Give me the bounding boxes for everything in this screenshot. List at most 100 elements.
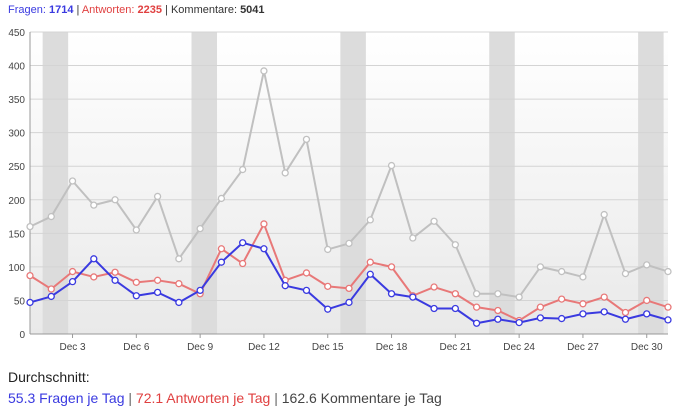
- comments-label: Kommentare:: [170, 4, 237, 16]
- questions-data-point: [345, 298, 353, 307]
- answers-data-point: [68, 267, 77, 276]
- comments-data-point: [132, 226, 140, 234]
- questions-data-point: [387, 290, 396, 298]
- comments-data-point: [515, 293, 523, 301]
- questions-data-point: [451, 304, 459, 313]
- comments-data-point: [643, 261, 651, 269]
- answers-data-point: [366, 258, 374, 266]
- avg-separator: |: [274, 390, 278, 406]
- answers-data-point: [430, 283, 438, 291]
- answers-data-point: [494, 306, 502, 315]
- questions-data-point: [536, 314, 545, 322]
- comments-data-point: [366, 216, 374, 224]
- comments-data-point: [26, 222, 34, 231]
- answers-data-point: [558, 295, 566, 303]
- x-tick-label: Dec 12: [248, 342, 280, 353]
- comments-data-point: [430, 217, 438, 225]
- questions-data-point: [217, 258, 226, 266]
- answers-data-point: [643, 296, 651, 305]
- comments-data-point: [621, 269, 630, 278]
- questions-data-point: [153, 288, 162, 297]
- y-tick-label: 100: [8, 263, 25, 274]
- weekend-band: [638, 32, 664, 334]
- questions-data-point: [196, 286, 204, 295]
- weekend-band: [42, 32, 69, 334]
- x-tick-label: Dec 15: [312, 342, 344, 353]
- questions-label: Fragen:: [8, 4, 46, 16]
- answers-data-point: [26, 271, 34, 280]
- comments-data-point: [302, 135, 311, 144]
- averages-line: 55.3 Fragen je Tag | 72.1 Antworten je T…: [8, 390, 442, 406]
- questions-data-point: [68, 278, 77, 286]
- comments-data-point: [558, 267, 566, 276]
- y-tick-label: 400: [8, 62, 25, 73]
- x-tick-label: Dec 30: [631, 342, 663, 353]
- comments-data-point: [409, 234, 417, 242]
- comments-data-point: [68, 177, 77, 185]
- comments-data-point: [387, 161, 396, 170]
- comments-data-point: [111, 196, 119, 204]
- questions-data-point: [494, 315, 502, 323]
- comments-data-point: [196, 224, 204, 233]
- summary-header: Fragen: 1714 | Antworten: 2235 | Komment…: [8, 4, 265, 16]
- questions-data-point: [579, 310, 587, 318]
- questions-count: 1714: [48, 4, 74, 16]
- answers-count: 2235: [137, 4, 162, 16]
- answers-data-point: [664, 303, 672, 311]
- comments-data-point: [281, 169, 289, 177]
- comments-data-point: [494, 290, 502, 298]
- x-tick-label: Dec 18: [376, 342, 408, 353]
- weekend-band: [489, 32, 515, 334]
- y-tick-label: 0: [19, 330, 25, 341]
- comments-data-point: [153, 192, 162, 201]
- y-tick-label: 300: [8, 129, 25, 140]
- x-tick-label: Dec 3: [59, 342, 86, 353]
- answers-data-point: [302, 269, 311, 277]
- answers-data-point: [387, 263, 396, 271]
- answers-data-point: [451, 290, 459, 298]
- questions-data-point: [643, 310, 651, 318]
- questions-data-point: [621, 315, 630, 323]
- avg-questions: 55.3 Fragen je Tag: [8, 390, 125, 406]
- comments-data-point: [324, 245, 332, 254]
- y-tick-label: 200: [8, 196, 25, 207]
- x-tick-label: Dec 27: [567, 342, 599, 353]
- x-tick-label: Dec 24: [503, 342, 535, 353]
- answers-data-point: [324, 282, 332, 291]
- comments-data-point: [175, 255, 183, 263]
- comments-data-point: [217, 194, 226, 203]
- questions-data-point: [366, 270, 374, 278]
- avg-separator: |: [128, 390, 133, 406]
- comments-data-point: [536, 263, 545, 271]
- comments-data-point: [47, 212, 55, 221]
- avg-answers: 72.1 Antworten je Tag: [135, 390, 271, 406]
- answers-data-point: [472, 303, 481, 311]
- y-tick-label: 150: [8, 229, 25, 240]
- questions-data-point: [175, 298, 183, 307]
- answers-data-point: [90, 273, 98, 281]
- comments-data-point: [472, 290, 481, 298]
- x-tick-label: Dec 6: [123, 342, 150, 353]
- comments-data-point: [600, 210, 608, 219]
- activity-line-chart: 0 50 100 150 200 250 300 350 400 450 Dec 3 Dec 6 Dec…: [8, 28, 672, 353]
- x-tick-label: Dec 9: [187, 342, 214, 353]
- x-tick-label: Dec 21: [439, 342, 471, 353]
- answers-data-point: [579, 300, 587, 308]
- questions-data-point: [47, 292, 55, 301]
- comments-data-point: [260, 67, 268, 75]
- questions-data-point: [302, 286, 311, 295]
- questions-data-point: [239, 239, 247, 247]
- comments-data-point: [345, 239, 353, 248]
- answers-data-point: [239, 259, 247, 268]
- avg-comments: 162.6 Kommentare je Tag: [281, 390, 442, 406]
- questions-data-point: [430, 304, 438, 313]
- questions-data-point: [515, 318, 523, 327]
- answers-label: Antworten:: [81, 4, 135, 16]
- questions-data-point: [558, 314, 566, 323]
- comments-data-point: [239, 165, 247, 174]
- answers-data-point: [47, 285, 55, 293]
- questions-data-point: [111, 276, 119, 284]
- answers-data-point: [153, 276, 162, 284]
- answers-data-point: [260, 220, 268, 228]
- answers-data-point: [132, 278, 140, 286]
